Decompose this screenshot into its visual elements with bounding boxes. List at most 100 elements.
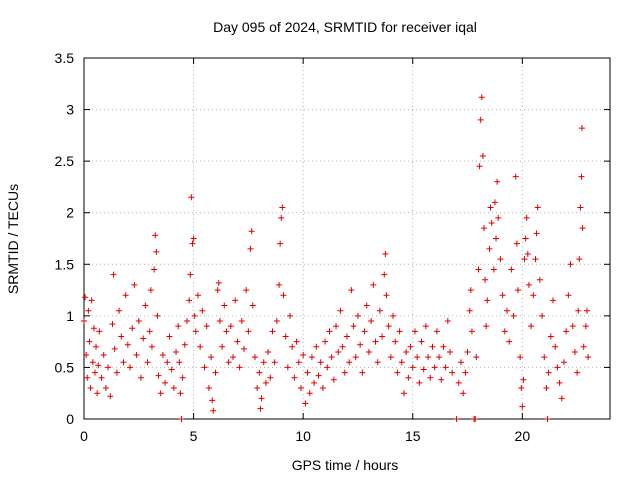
data-point (282, 333, 289, 340)
data-point (122, 292, 129, 299)
data-point (273, 318, 280, 325)
data-point (407, 343, 414, 350)
data-point (315, 372, 322, 379)
data-point (251, 354, 258, 361)
data-point (501, 328, 508, 335)
data-point (472, 416, 479, 422)
data-point (188, 194, 195, 201)
data-point (381, 271, 388, 278)
data-point (503, 307, 510, 314)
data-point (148, 343, 155, 350)
data-point (416, 379, 423, 386)
data-point (513, 240, 520, 247)
plot-frame (83, 57, 611, 420)
data-point (420, 366, 427, 373)
data-point (95, 362, 102, 369)
y-tick-label: 1 (66, 308, 74, 324)
data-point (442, 364, 449, 371)
data-point (83, 352, 90, 359)
data-point (249, 302, 256, 309)
data-point (533, 230, 540, 237)
data-point (339, 343, 346, 350)
data-point (357, 341, 364, 348)
data-point (530, 292, 537, 299)
data-point (510, 312, 517, 319)
data-point (483, 323, 490, 330)
data-point (238, 318, 245, 325)
grid-lines (84, 58, 610, 419)
data-point (374, 359, 381, 366)
data-point (166, 333, 173, 340)
data-point (284, 364, 291, 371)
data-point (330, 376, 337, 383)
data-point (209, 397, 216, 404)
data-point (87, 385, 94, 392)
data-point (111, 345, 118, 352)
data-point (113, 369, 120, 376)
y-tick-label: 0 (66, 411, 74, 427)
data-point (491, 199, 498, 206)
x-tick-label: 0 (80, 428, 88, 444)
data-point (107, 393, 114, 400)
data-point (247, 245, 254, 252)
data-point (170, 385, 177, 392)
data-point (215, 279, 222, 286)
data-point (418, 338, 425, 345)
data-point (191, 312, 198, 319)
data-point (192, 328, 199, 335)
data-point (414, 354, 421, 361)
data-point (333, 323, 340, 330)
data-point (225, 359, 232, 366)
data-point (102, 385, 109, 392)
data-point (574, 369, 581, 376)
data-point (525, 281, 532, 288)
data-point (425, 354, 432, 361)
data-point (248, 228, 255, 235)
data-point (550, 297, 557, 304)
data-point (475, 266, 482, 273)
data-point (240, 345, 247, 352)
data-point (197, 343, 204, 350)
data-point (337, 307, 344, 314)
data-point (280, 292, 287, 299)
data-point (154, 312, 161, 319)
data-point (460, 390, 467, 397)
data-point (199, 307, 206, 314)
data-point (411, 328, 418, 335)
data-point (256, 369, 263, 376)
data-point (466, 307, 473, 314)
data-point (376, 307, 383, 314)
data-point (262, 379, 269, 386)
y-tick-label: 1.5 (55, 256, 75, 272)
data-point (528, 323, 535, 330)
data-point (234, 338, 241, 345)
data-point (232, 297, 239, 304)
data-point (178, 416, 185, 422)
data-point (279, 204, 286, 211)
data-point (168, 366, 175, 373)
data-point (473, 354, 480, 361)
data-point (520, 376, 527, 383)
data-point (295, 359, 302, 366)
data-point (361, 328, 368, 335)
data-point (536, 276, 543, 283)
chart-title: Day 095 of 2024, SRMTID for receiver iqa… (213, 19, 477, 35)
y-tick-label: 3.5 (55, 50, 75, 66)
data-point (258, 395, 265, 402)
data-point (210, 407, 217, 414)
data-point (254, 385, 261, 392)
data-point (571, 348, 578, 355)
data-point (567, 261, 574, 268)
data-point (396, 328, 403, 335)
data-point (477, 116, 484, 123)
data-point (541, 354, 548, 361)
data-point (578, 173, 585, 180)
data-point (124, 341, 131, 348)
data-point (524, 250, 531, 257)
data-point (109, 321, 116, 328)
data-point (499, 292, 506, 299)
data-point (153, 248, 160, 255)
data-point (382, 250, 389, 257)
data-point (569, 323, 576, 330)
data-point (276, 281, 283, 288)
